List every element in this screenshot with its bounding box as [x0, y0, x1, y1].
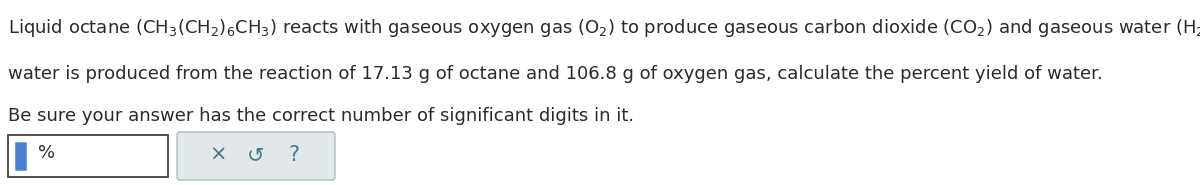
Text: ×: ×: [209, 145, 227, 165]
Text: water is produced from the reaction of 17.13 g of octane and 106.8 g of oxygen g: water is produced from the reaction of 1…: [8, 65, 1103, 83]
Text: ↺: ↺: [247, 145, 265, 165]
Text: Liquid octane $\left(\mathrm{CH_3(CH_2)_6CH_3}\right)$ reacts with gaseous oxyge: Liquid octane $\left(\mathrm{CH_3(CH_2)_…: [8, 17, 1200, 39]
Text: %: %: [38, 144, 55, 162]
Text: ?: ?: [288, 145, 300, 165]
FancyBboxPatch shape: [178, 132, 335, 180]
FancyBboxPatch shape: [16, 143, 25, 169]
FancyBboxPatch shape: [8, 135, 168, 177]
Text: Be sure your answer has the correct number of significant digits in it.: Be sure your answer has the correct numb…: [8, 107, 634, 125]
